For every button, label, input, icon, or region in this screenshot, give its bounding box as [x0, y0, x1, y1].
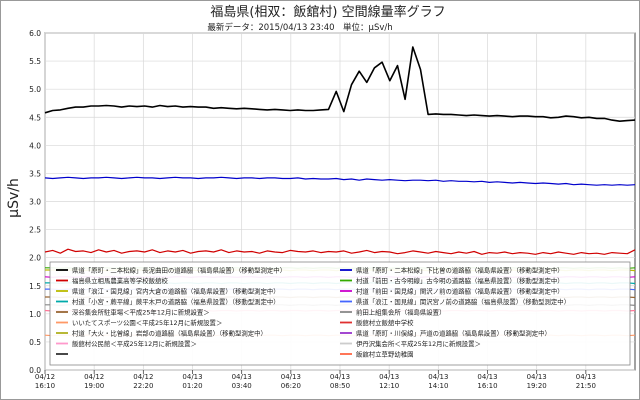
y-tick-label: 1.0 — [29, 310, 41, 319]
y-tick-label: 0.0 — [29, 366, 41, 375]
legend-label: 村道「大火・比曽線」岩部の道路脇（福島県設置）（移動型測定中） — [72, 329, 267, 338]
x-tick-time: 16:10 — [35, 382, 55, 390]
series-line-1 — [44, 248, 636, 255]
x-tick-date: 04/12 — [133, 373, 153, 381]
y-axis-label: μSv/h — [6, 178, 22, 218]
chart-title: 福島県(相双：飯舘村) 空間線量率グラフ — [210, 4, 445, 20]
legend-label: 県道「浪江・国見線」宮内大倉の道路脇（福島県設置）（移動型測定中） — [72, 287, 280, 296]
y-tick-label: 3.0 — [29, 198, 41, 207]
legend-label: 飯舘村立飯舘中学校 — [356, 318, 414, 327]
y-tick-label: 4.5 — [29, 113, 41, 122]
x-tick-time: 12:10 — [379, 382, 399, 390]
legend: 県道「原町・二本松線」長泥曲田の道路脇（福島県設置）（移動型測定中） 県道「原町・… — [56, 266, 570, 359]
legend-label: 県道「原町・二本松線」下比曽の道路脇（福島県設置）（移動型測定中） — [356, 266, 564, 275]
x-tick-time: 21:50 — [576, 382, 596, 390]
legend-label: いいたてスポーツ公園＜平成25年12月に新規設置＞ — [72, 318, 222, 327]
x-tick-time: 14:10 — [428, 382, 448, 390]
x-tick-date: 04/13 — [281, 373, 301, 381]
legend-label: 深谷集会所駐車場＜平成25年12月に新規設置＞ — [72, 308, 210, 317]
x-tick-time: 06:20 — [281, 382, 301, 390]
x-tick-time: 19:00 — [84, 382, 104, 390]
legend-label: 県道「浪江・国見線」関沢宮ノ前の道路脇（福島県設置）（移動型測定中） — [356, 297, 570, 306]
legend-box — [49, 261, 631, 366]
x-tick-time: 22:20 — [133, 382, 153, 390]
x-tick-date: 04/13 — [477, 373, 497, 381]
legend-label: 飯舘村公民館＜平成25年12月に新規設置＞ — [72, 339, 197, 348]
x-tick-date: 04/13 — [428, 373, 448, 381]
x-tick-date: 04/12 — [35, 373, 55, 381]
legend-label: 前田上組集会所（福島県設置） — [356, 308, 445, 317]
legend-label: 県道「原町・川俣線」芦道の道路脇（福島県設置）（移動型測定中） — [356, 329, 551, 338]
x-tick-date: 04/13 — [182, 373, 202, 381]
y-tick-label: 1.5 — [29, 282, 41, 291]
series-line-2 — [44, 176, 636, 186]
x-tick-time: 19:20 — [527, 382, 547, 390]
series-line-0 — [44, 46, 636, 122]
legend-label: 飯舘村立草野幼稚園 — [356, 350, 414, 359]
legend-label: 村道「小宮・蕨平線」蕨平木戸の道路脇（福島県設置）（移動型測定中） — [72, 297, 280, 306]
y-tick-label: 3.5 — [29, 169, 41, 178]
x-tick-labels: 04/1216:1004/1219:0004/1222:2004/1301:20… — [35, 370, 596, 390]
y-tick-labels: 0.0 0.5 1.0 1.5 2.0 2.5 3.0 3.5 4.0 4.5 5.0 5.5 6.0 — [29, 29, 41, 375]
legend-label: 村道「前田・古今明線」古今明の道路脇（福島県設置）（移動型測定中） — [356, 276, 564, 285]
x-tick-date: 04/13 — [527, 373, 547, 381]
y-tick-label: 4.0 — [29, 141, 41, 150]
legend-label: 村道「前田・国見線」関沢ノ前の道路脇（福島県設置）（移動型測定中） — [356, 287, 564, 296]
y-tick-label: 5.5 — [29, 57, 41, 66]
legend-label: 伊丹沢集会所＜平成25年12月に新規設置＞ — [356, 339, 481, 348]
y-tick-label: 2.5 — [29, 226, 41, 235]
x-tick-time: 08:50 — [330, 382, 350, 390]
y-tick-label: 2.0 — [29, 254, 41, 263]
y-tick-label: 5.0 — [29, 85, 41, 94]
y-tick-label: 6.0 — [29, 29, 41, 38]
x-tick-date: 04/13 — [330, 373, 350, 381]
x-tick-time: 16:10 — [477, 382, 497, 390]
x-tick-date: 04/13 — [576, 373, 596, 381]
x-tick-date: 04/13 — [379, 373, 399, 381]
x-tick-date: 04/12 — [84, 373, 104, 381]
x-tick-time: 01:20 — [182, 382, 202, 390]
chart-subtitle: 最新データ：2015/04/13 23:40 単位：μSv/h — [207, 22, 392, 33]
legend-label: 県道「原町・二本松線」長泥曲田の道路脇（福島県設置）（移動型測定中） — [72, 266, 286, 275]
x-tick-time: 03:40 — [232, 382, 252, 390]
y-tick-label: 0.5 — [29, 338, 41, 347]
legend-label: 福島県立相馬農業高等学校飯舘校 — [72, 276, 168, 285]
x-tick-date: 04/13 — [232, 373, 252, 381]
